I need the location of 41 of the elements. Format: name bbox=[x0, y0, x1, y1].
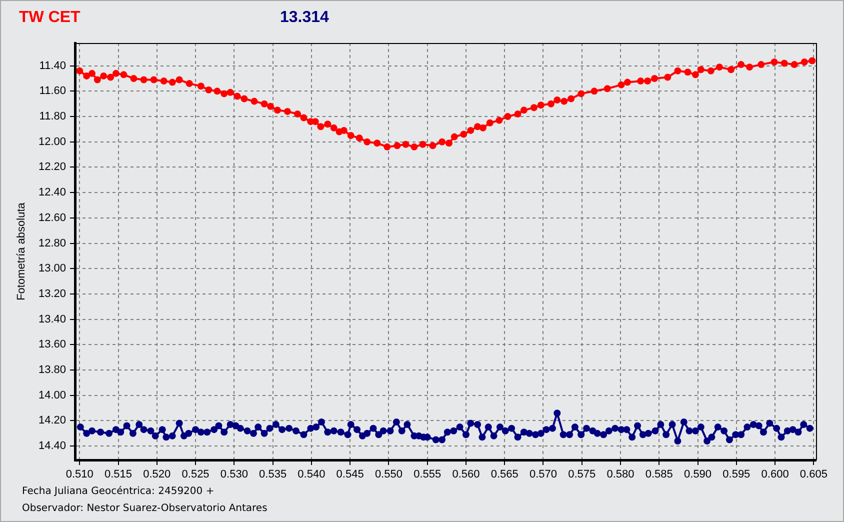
y-tick-label: 13.60 bbox=[38, 338, 66, 351]
text: Fecha Juliana Geocéntrica: 2459200 + bbox=[22, 486, 214, 497]
y-tick-label: 13.80 bbox=[38, 364, 66, 376]
text: Observador: Nestor Suarez-Observatorio Antares bbox=[22, 503, 268, 514]
x-tick-label: 0.510 bbox=[66, 468, 94, 481]
x-tick-label: 0.515 bbox=[104, 468, 132, 481]
y-tick-label: 14.00 bbox=[38, 389, 66, 402]
x-tick-label: 0.525 bbox=[182, 468, 210, 481]
x-tick-label: 0.535 bbox=[259, 468, 287, 481]
x-tick-label: 0.585 bbox=[645, 468, 673, 481]
x-tick-label: 0.590 bbox=[684, 468, 712, 481]
x-tick-label: 0.575 bbox=[568, 468, 596, 481]
x-tick-label: 0.600 bbox=[761, 468, 789, 481]
chart-subtitle: 13.314 bbox=[280, 9, 329, 27]
y-tick-label: 12.20 bbox=[38, 161, 66, 174]
y-tick-label: 14.40 bbox=[38, 440, 66, 452]
y-tick-label: 13.00 bbox=[38, 262, 66, 275]
x-tick-label: 0.520 bbox=[143, 468, 171, 481]
x-tick-label: 0.545 bbox=[336, 468, 364, 481]
x-tick-label: 0.530 bbox=[220, 468, 248, 481]
y-tick-label: 11.60 bbox=[39, 85, 66, 98]
y-tick-label: 13.20 bbox=[38, 288, 66, 300]
x-tick-label: 0.555 bbox=[414, 468, 442, 481]
x-tick-label: 0.560 bbox=[452, 468, 480, 481]
y-tick-label: 14.20 bbox=[38, 414, 66, 427]
x-tick-label: 0.565 bbox=[490, 468, 518, 481]
x-tick-label: 0.605 bbox=[800, 468, 828, 481]
x-tick-label: 0.595 bbox=[722, 468, 750, 481]
y-tick-label: 11.80 bbox=[39, 110, 66, 123]
x-tick-label: 0.540 bbox=[298, 468, 326, 481]
y-tick-label: 12.80 bbox=[38, 237, 66, 250]
x-tick-label: 0.570 bbox=[529, 468, 558, 481]
x-tick-label: 0.550 bbox=[374, 468, 402, 481]
y-tick-label: 12.00 bbox=[38, 136, 66, 148]
x-tick-label: 0.580 bbox=[606, 468, 634, 481]
chart-title: TW CET bbox=[19, 9, 80, 27]
y-axis-title: Fotometría absoluta bbox=[16, 202, 28, 300]
y-tick-label: 12.40 bbox=[38, 186, 66, 199]
y-tick-label: 11.40 bbox=[39, 60, 66, 72]
y-tick-label: 13.40 bbox=[38, 313, 66, 326]
y-tick-label: 12.60 bbox=[38, 212, 66, 224]
